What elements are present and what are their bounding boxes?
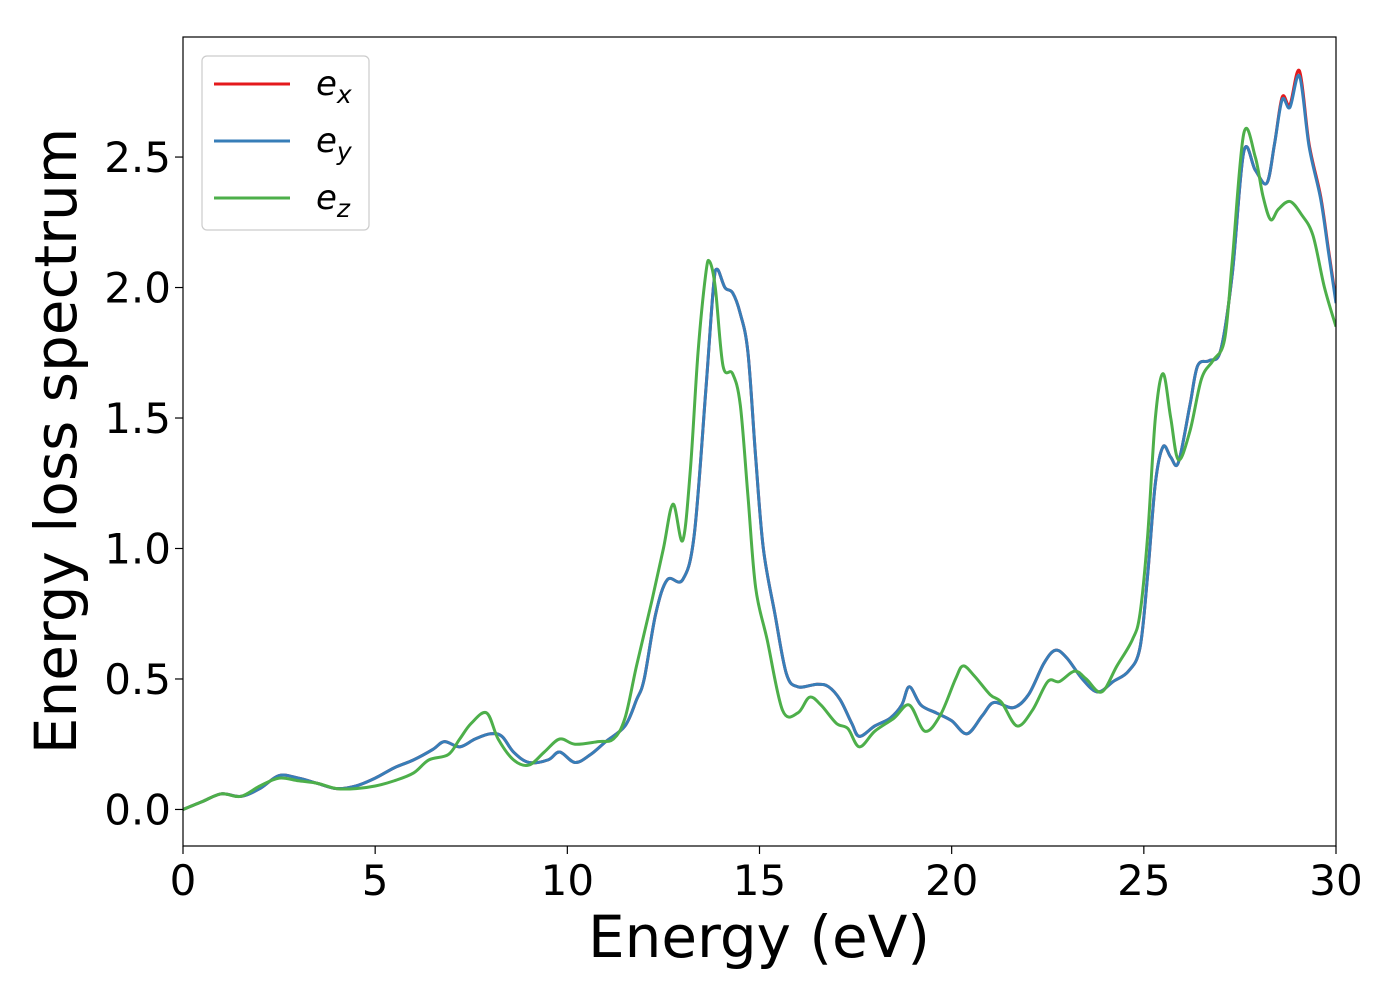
y-tick-label: 1.0 — [104, 524, 171, 573]
x-tick-label: 25 — [1117, 856, 1170, 905]
y-tick-label: 2.5 — [104, 133, 171, 182]
legend-label: ey — [316, 121, 353, 166]
x-axis: 0 5 10 15 20 25 30 — [170, 846, 1363, 905]
legend: ex ey ez — [201, 55, 370, 231]
y-axis: 0.0 0.5 1.0 1.5 2.0 2.5 — [104, 133, 183, 834]
x-tick-label: 10 — [541, 856, 594, 905]
legend-box — [201, 55, 370, 231]
x-tick-label: 0 — [170, 856, 197, 905]
series-layer — [183, 68, 1336, 811]
x-tick-label: 20 — [925, 856, 978, 905]
y-axis-title: Energy loss spectrum — [22, 128, 90, 754]
legend-label: ez — [316, 178, 351, 223]
y-tick-label: 2.0 — [104, 264, 171, 313]
legend-label: ex — [316, 64, 352, 109]
x-tick-label: 5 — [362, 856, 389, 905]
x-tick-label: 30 — [1309, 856, 1362, 905]
y-tick-label: 1.5 — [104, 394, 171, 443]
y-tick-label: 0.5 — [104, 655, 171, 704]
x-tick-label: 15 — [733, 856, 786, 905]
series-line-e-y — [183, 73, 1336, 811]
y-tick-label: 0.0 — [104, 785, 171, 834]
series-line-e-z — [183, 126, 1336, 811]
x-axis-title: Energy (eV) — [588, 903, 930, 971]
